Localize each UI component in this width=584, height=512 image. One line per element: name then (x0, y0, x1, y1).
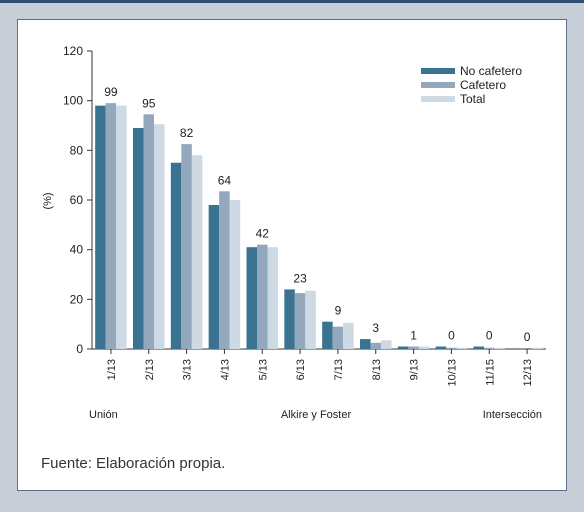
bar-cafetero (408, 346, 419, 349)
bar-cafetero (370, 342, 381, 349)
bar-total (343, 322, 354, 349)
data-label: 42 (256, 227, 270, 241)
y-tick-label: 20 (70, 292, 84, 306)
bar-no-cafetero (322, 321, 333, 349)
bar-total (116, 105, 127, 349)
data-label: 23 (293, 271, 307, 285)
bar-no-cafetero (133, 127, 144, 349)
y-tick-label: 0 (76, 342, 83, 356)
y-tick-label: 60 (70, 193, 84, 207)
bar-no-cafetero (360, 339, 371, 349)
bar-cafetero (484, 347, 495, 349)
bar-chart: 020406080100120(%)991/13952/13823/13644/… (42, 44, 546, 421)
bar-cafetero (181, 144, 192, 349)
group-label-interseccion: Intersección (483, 409, 542, 421)
x-tick-label: 4/13 (219, 359, 231, 380)
y-tick-label: 100 (63, 94, 83, 108)
x-tick-label: 11/15 (484, 359, 496, 386)
legend-label: Total (460, 92, 485, 106)
x-tick-label: 8/13 (371, 359, 383, 380)
x-tick-label: 3/13 (182, 359, 194, 380)
bar-no-cafetero (170, 162, 182, 349)
x-tick-label: 10/13 (446, 359, 458, 387)
legend-label: No cafetero (460, 64, 522, 78)
data-label: 0 (448, 329, 455, 343)
bar-cafetero (446, 347, 457, 349)
legend-swatch (421, 82, 455, 88)
x-tick-label: 12/13 (522, 359, 534, 387)
bar-total (305, 290, 316, 349)
bar-no-cafetero (284, 289, 295, 349)
y-tick-label: 40 (70, 243, 84, 257)
data-label: 0 (486, 329, 493, 343)
bar-no-cafetero (435, 346, 447, 349)
bar-total (494, 347, 505, 349)
data-label: 9 (335, 304, 342, 318)
bar-cafetero (294, 293, 306, 349)
x-tick-label: 6/13 (295, 359, 307, 380)
bar-no-cafetero (95, 105, 106, 349)
data-label: 95 (142, 96, 156, 110)
y-tick-label: 80 (70, 143, 84, 157)
data-label: 64 (218, 173, 232, 187)
legend-label: Cafetero (460, 78, 506, 92)
x-tick-label: 2/13 (144, 359, 156, 380)
legend-swatch (421, 68, 455, 74)
bar-cafetero (257, 244, 268, 349)
bar-total (456, 347, 468, 349)
bar-total (267, 247, 278, 349)
bar-cafetero (219, 191, 230, 349)
bar-total (191, 155, 203, 349)
top-border-rule (0, 0, 584, 3)
bar-no-cafetero (397, 346, 409, 349)
data-label: 99 (104, 85, 118, 99)
bar-no-cafetero (208, 204, 220, 349)
group-label-union: Unión (89, 409, 118, 421)
data-label: 82 (180, 126, 194, 140)
y-tick-label: 120 (63, 44, 83, 58)
source-note: Fuente: Elaboración propia. (41, 455, 226, 472)
bar-total (229, 200, 241, 349)
bar-cafetero (332, 326, 344, 349)
bar-total (532, 347, 543, 349)
x-tick-label: 5/13 (257, 359, 269, 380)
legend-swatch (421, 96, 455, 102)
bar-no-cafetero (473, 346, 484, 349)
y-axis-title: (%) (42, 192, 54, 209)
x-tick-label: 9/13 (409, 359, 421, 380)
bar-total (381, 340, 392, 349)
bar-total (154, 124, 165, 349)
x-tick-label: 1/13 (106, 359, 118, 380)
data-label: 3 (372, 321, 379, 335)
bar-cafetero (143, 114, 154, 349)
bar-no-cafetero (246, 247, 257, 349)
figure-panel: 0 20 40 60 80 100 120 (%) 99 1/13 95 2/13 82 3/13 64 4/… (17, 19, 567, 491)
data-label: 1 (410, 329, 417, 343)
bar-cafetero (105, 103, 117, 350)
bar-total (418, 346, 430, 349)
x-tick-label: 7/13 (333, 359, 345, 380)
group-label-alkire-foster: Alkire y Foster (281, 409, 352, 421)
data-label: 0 (524, 330, 531, 344)
